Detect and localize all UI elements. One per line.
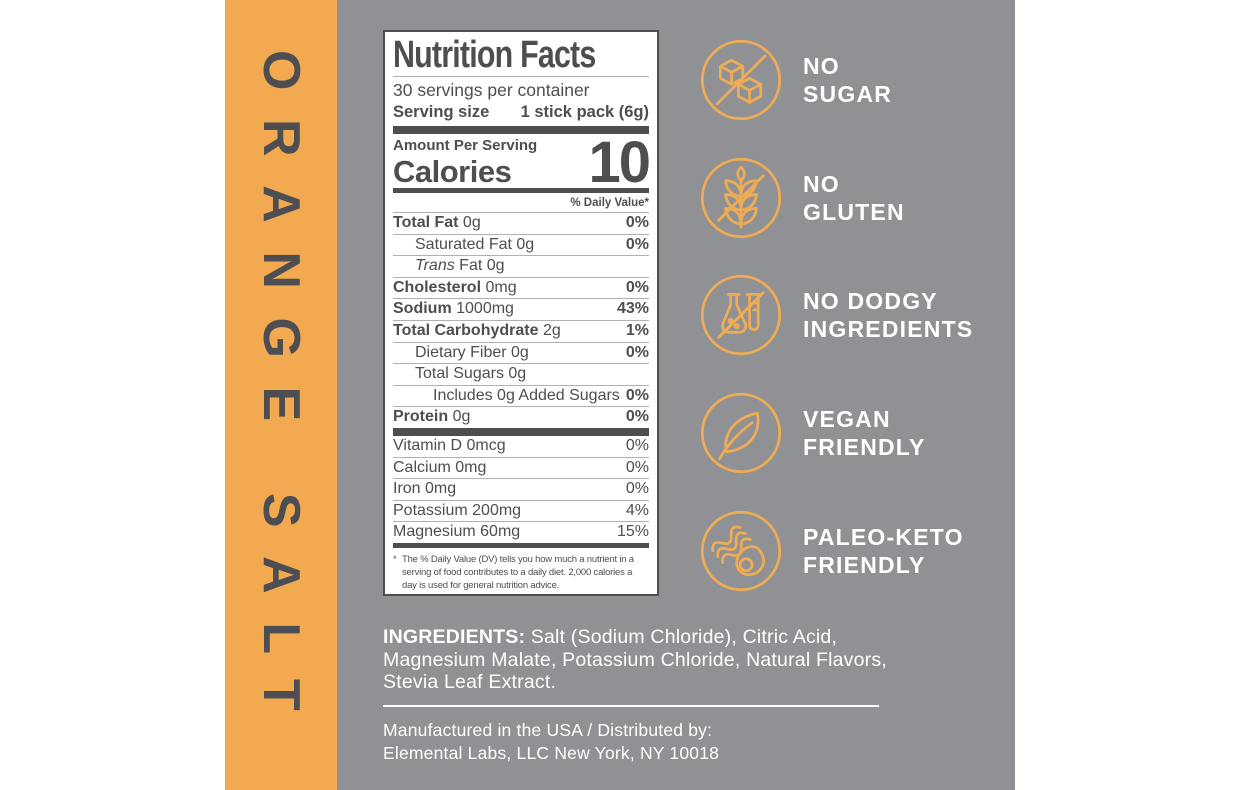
- nutrition-row: Dietary Fiber 0g 0%: [393, 343, 649, 365]
- nutrition-row: Magnesium 60mg 15%: [393, 522, 649, 543]
- flavor-name: ORANGE SALT: [252, 50, 310, 740]
- nutrition-row: Sodium 1000mg 43%: [393, 299, 649, 321]
- amount-per-serving-label: Amount Per Serving: [393, 137, 538, 154]
- nutrition-row: Calcium 0mg 0%: [393, 458, 649, 480]
- separator-bar: [393, 188, 649, 193]
- badge-no-sugar: NO SUGAR: [698, 37, 892, 123]
- manufactured-line: Manufactured in the USA / Distributed by…: [383, 720, 713, 740]
- nutrient-daily-value: 0%: [625, 278, 649, 296]
- nutrient-daily-value: 0%: [625, 235, 649, 253]
- ingredients-label: INGREDIENTS:: [383, 626, 526, 648]
- badge-label: NO DODGY INGREDIENTS: [803, 288, 974, 342]
- nutrient-name: Total Sugars 0g: [415, 365, 527, 383]
- nutrition-row: Total Fat 0g 0%: [393, 213, 649, 235]
- nutrient-name: Sodium 1000mg: [393, 300, 514, 318]
- nutrient-name: Cholesterol 0mg: [393, 278, 517, 296]
- nutrition-facts-title-row: Nutrition Facts: [393, 34, 649, 77]
- footnote-text: The % Daily Value (DV) tells you how muc…: [402, 553, 634, 591]
- nutrient-name: Trans Fat 0g: [415, 257, 505, 275]
- nutrient-daily-value: 0%: [625, 436, 649, 454]
- no-dodgy-ingredients-icon: [698, 272, 784, 358]
- daily-value-footnote: * The % Daily Value (DV) tells you how m…: [393, 548, 649, 592]
- nutrition-row: Total Carbohydrate 2g 1%: [393, 321, 649, 343]
- badge-no-dodgy-ingredients: NO DODGY INGREDIENTS: [698, 272, 973, 358]
- nutrition-row: Protein 0g 0%: [393, 407, 649, 428]
- ingredients-paragraph: INGREDIENTS: Salt (Sodium Chloride), Cit…: [383, 626, 888, 694]
- badge-label: NO SUGAR: [803, 53, 893, 107]
- daily-value-header: % Daily Value*: [393, 193, 649, 213]
- separator-bar: [393, 427, 649, 436]
- serving-size-row: Serving size 1 stick pack (6g): [393, 102, 649, 126]
- nutrient-name: Saturated Fat 0g: [415, 235, 535, 253]
- no-gluten-icon: [698, 155, 784, 241]
- footer-divider: [383, 705, 879, 707]
- nutrient-daily-value: 0%: [625, 458, 649, 476]
- nutrition-row: Saturated Fat 0g 0%: [393, 235, 649, 257]
- nutrient-name: Total Fat 0g: [393, 214, 481, 231]
- badge-label: PALEO-KETO FRIENDLY: [803, 524, 964, 578]
- calories-row: Amount Per Serving Calories 10: [393, 130, 651, 195]
- calories-left: Amount Per Serving Calories: [393, 134, 537, 188]
- nutrient-daily-value: 43%: [616, 300, 649, 318]
- calories-label: Calories: [393, 154, 512, 189]
- nutrient-name: Protein 0g: [393, 408, 471, 426]
- flavor-stripe: ORANGE SALT: [225, 0, 337, 790]
- badge-label: NO GLUTEN: [803, 171, 905, 225]
- nutrient-daily-value: 4%: [625, 501, 649, 519]
- servings-per-container: 30 servings per container: [393, 80, 590, 100]
- nutrition-row: Vitamin D 0mcg 0%: [393, 436, 649, 458]
- nutrient-name: Vitamin D 0mcg: [393, 436, 506, 454]
- nutrition-facts-panel: Nutrition Facts 30 servings per containe…: [383, 30, 659, 596]
- label-background: Nutrition Facts 30 servings per containe…: [337, 0, 1015, 790]
- badge-label: VEGAN FRIENDLY: [803, 406, 926, 460]
- no-sugar-icon: [698, 37, 784, 123]
- vegan-friendly-icon: [698, 390, 784, 476]
- nutrient-name: Magnesium 60mg: [393, 523, 521, 541]
- ingredients-text: Salt (Sodium Chloride), Citric Acid, Mag…: [383, 626, 887, 693]
- nutrient-daily-value: 0%: [625, 408, 649, 426]
- nutrient-daily-value: 15%: [616, 523, 649, 541]
- nutrition-row: Cholesterol 0mg 0%: [393, 278, 649, 300]
- serving-size-label: Serving size: [393, 103, 490, 121]
- nutrition-row: Trans Fat 0g: [393, 256, 649, 278]
- nutrient-daily-value: 1%: [625, 321, 649, 339]
- vitamin-rows: Vitamin D 0mcg 0% Calcium 0mg 0% Iron 0m…: [393, 436, 649, 543]
- nutrition-facts-title: Nutrition Facts: [393, 34, 596, 76]
- serving-size-value: 1 stick pack (6g): [520, 103, 649, 121]
- calories-value: 10: [588, 130, 650, 195]
- nutrient-name: Total Carbohydrate 2g: [393, 321, 561, 339]
- badge-no-gluten: NO GLUTEN: [698, 155, 905, 241]
- separator-bar: [393, 126, 649, 134]
- nutrient-name: Calcium 0mg: [393, 458, 487, 476]
- nutrient-daily-value: 0%: [625, 343, 649, 361]
- nutrition-row: Iron 0mg 0%: [393, 479, 649, 501]
- nutrient-name: Potassium 200mg: [393, 501, 522, 519]
- nutrient-name: Iron 0mg: [393, 480, 457, 498]
- nutrient-name: Includes 0g Added Sugars: [433, 386, 620, 404]
- paleo-keto-friendly-icon: [698, 508, 784, 594]
- separator-bar: [393, 542, 649, 548]
- badge-paleo-keto-friendly: PALEO-KETO FRIENDLY: [698, 508, 964, 594]
- nutrition-row: Potassium 200mg 4%: [393, 501, 649, 523]
- nutrition-row: Total Sugars 0g: [393, 364, 649, 386]
- nutrient-rows: Total Fat 0g 0% Saturated Fat 0g 0% Tran…: [393, 213, 649, 428]
- footnote-asterisk: *: [393, 553, 397, 565]
- nutrient-daily-value: 0%: [625, 386, 649, 404]
- badge-vegan-friendly: VEGAN FRIENDLY: [698, 390, 926, 476]
- manufacturer-info: Manufactured in the USA / Distributed by…: [383, 719, 719, 765]
- nutrient-daily-value: 0%: [625, 214, 649, 231]
- distributor-line: Elemental Labs, LLC New York, NY 10018: [383, 743, 720, 763]
- nutrient-name: Dietary Fiber 0g: [415, 343, 529, 361]
- nutrient-daily-value: 0%: [625, 480, 649, 498]
- nutrition-row: Includes 0g Added Sugars 0%: [393, 386, 649, 408]
